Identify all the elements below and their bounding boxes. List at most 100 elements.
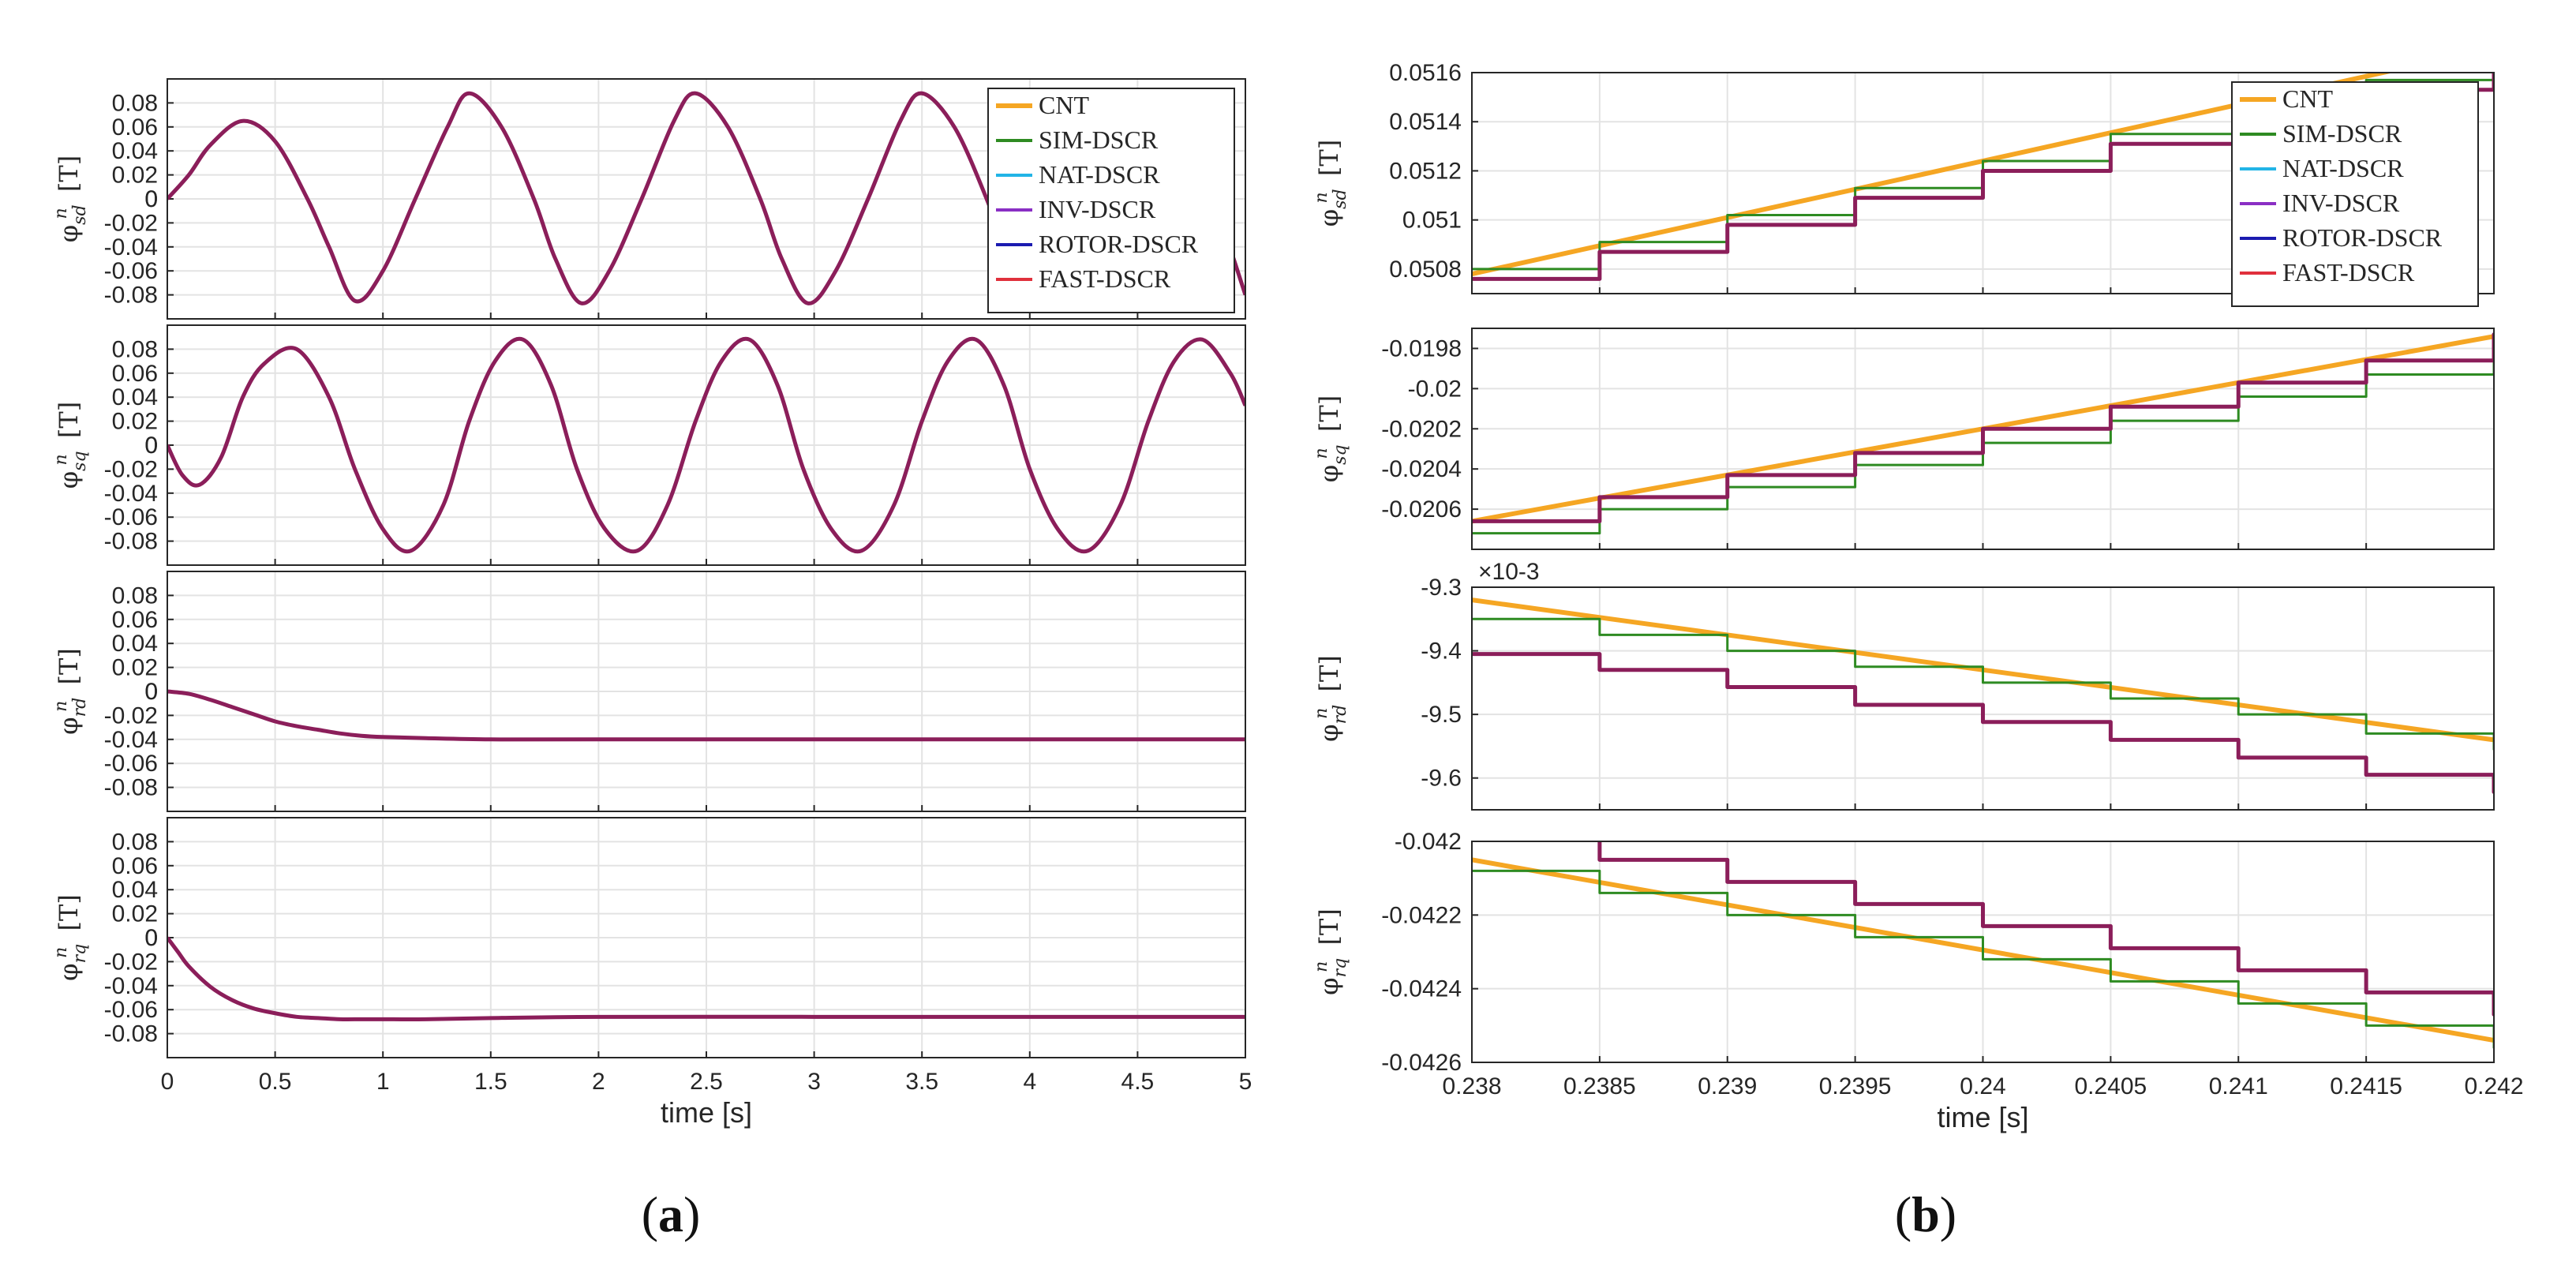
ytick-label: 0.06 xyxy=(112,114,158,140)
ylabel-4: φrqn [T] xyxy=(51,894,90,981)
ylabel-symbol: φ xyxy=(1314,977,1344,994)
series-group xyxy=(167,936,1245,1021)
ylabel-sup: n xyxy=(51,454,71,465)
ytick-label: -0.02 xyxy=(1408,376,1462,402)
subplot-a-4: -0.08-0.06-0.04-0.0200.020.040.060.080φr… xyxy=(51,817,1252,1129)
ylabel-1: φsdn [T] xyxy=(1312,140,1350,227)
ytick-label: -0.08 xyxy=(104,775,158,801)
ytick-label: -0.06 xyxy=(104,504,158,530)
ytick-label: -0.04 xyxy=(104,973,158,999)
legend-label-cnt: CNT xyxy=(2282,84,2333,113)
legend-box xyxy=(2231,81,2479,307)
ytick-label: 0.02 xyxy=(112,655,158,681)
x-axis-label: time [s] xyxy=(661,1096,752,1129)
axes-box xyxy=(167,817,1246,1058)
ytick-label: -0.08 xyxy=(104,529,158,555)
ytick-label: 0.06 xyxy=(112,361,158,387)
ylabel-unit: [T] xyxy=(1314,140,1344,184)
series-line-all-methods-overlapping- xyxy=(167,336,1245,554)
legend-label-nat-dscr: NAT-DSCR xyxy=(2282,154,2404,182)
ytick-label: -0.0202 xyxy=(1381,416,1462,442)
ylabel-sub: rd xyxy=(1331,705,1350,725)
ylabel-symbol: φ xyxy=(54,225,84,242)
x-axis-label: time [s] xyxy=(1937,1101,2028,1133)
ytick-label: -0.06 xyxy=(104,751,158,777)
panel-a: -0.08-0.06-0.04-0.0200.020.040.060.080φs… xyxy=(51,78,1252,1129)
xtick-label: 5 xyxy=(1239,1069,1252,1095)
ylabel-sub: rd xyxy=(70,698,90,717)
ylabel-sub: rq xyxy=(70,944,90,964)
y-exponent-label: ×10-3 xyxy=(1478,559,1540,585)
ylabel-symbol: φ xyxy=(54,963,84,980)
ytick-label: -0.0426 xyxy=(1381,1050,1462,1076)
ylabel-sup: n xyxy=(51,947,71,958)
ylabel-unit: [T] xyxy=(54,648,84,692)
ylabel-symbol: φ xyxy=(54,717,84,734)
ylabel-sub: sd xyxy=(70,204,90,224)
ytick-label: 0.04 xyxy=(112,877,158,903)
ytick-label: 0.08 xyxy=(112,829,158,855)
legend-label-inv-dscr: INV-DSCR xyxy=(1039,195,1156,223)
ytick-label: -9.5 xyxy=(1421,702,1462,728)
series-group xyxy=(1472,597,2494,794)
ytick-label: 0 xyxy=(144,433,158,459)
ytick-label: 0.02 xyxy=(112,409,158,435)
ytick-label: -0.0422 xyxy=(1381,902,1462,928)
ytick-label: -0.0206 xyxy=(1381,496,1462,523)
ylabel-unit: [T] xyxy=(54,894,84,938)
ytick-label: 0.06 xyxy=(112,607,158,633)
legend-label-sim-dscr: SIM-DSCR xyxy=(2282,119,2402,148)
ylabel-unit: [T] xyxy=(1314,655,1344,699)
legend-a: CNT SIM-DSCR NAT-DSCR INV-DSCR ROTOR-DSCR FAS… xyxy=(987,88,1235,313)
ylabel-sub: sd xyxy=(1331,189,1350,208)
ytick-label: -9.6 xyxy=(1421,766,1462,792)
ytick-label: -0.0204 xyxy=(1381,456,1462,482)
xtick-label: 1 xyxy=(376,1069,390,1095)
ylabel-unit: [T] xyxy=(1314,395,1344,440)
series-group xyxy=(1472,332,2494,535)
ytick-label: -0.042 xyxy=(1395,829,1462,855)
ylabel-symbol: φ xyxy=(1314,724,1344,741)
axes-box xyxy=(1471,328,2495,550)
axes-box xyxy=(1471,586,2495,811)
ytick-label: 0.08 xyxy=(112,90,158,116)
ytick-label: 0 xyxy=(144,186,158,212)
caption-b: (b) xyxy=(1895,1186,1956,1242)
ytick-label: 0.04 xyxy=(112,138,158,164)
xtick-label: 0.2415 xyxy=(2330,1073,2402,1099)
legend-label-rotor-dscr: ROTOR-DSCR xyxy=(1039,230,1199,258)
legend-label-inv-dscr: INV-DSCR xyxy=(2282,189,2400,217)
ytick-label: 0.08 xyxy=(112,582,158,609)
ytick-label: -0.0424 xyxy=(1381,976,1462,1002)
series-line-inv-dscr xyxy=(1472,332,2494,523)
xtick-label: 0.2385 xyxy=(1563,1073,1636,1099)
ytick-label: 0.051 xyxy=(1402,208,1462,234)
ytick-label: -0.08 xyxy=(104,1021,158,1047)
series-line-sim-dscr xyxy=(1472,869,2494,1049)
ylabel-unit: [T] xyxy=(54,402,84,446)
ytick-label: 0.0512 xyxy=(1389,158,1462,184)
ylabel-sup: n xyxy=(51,701,71,712)
ylabel-symbol: φ xyxy=(1314,465,1344,482)
ytick-label: -0.0198 xyxy=(1381,335,1462,361)
ytick-label: -0.08 xyxy=(104,283,158,309)
xtick-label: 4.5 xyxy=(1121,1069,1155,1095)
axes-box xyxy=(167,78,1246,320)
ytick-label: 0.02 xyxy=(112,163,158,189)
ytick-label: -0.04 xyxy=(104,234,158,260)
ylabel-4: φrqn [T] xyxy=(1312,908,1350,995)
legend-label-sim-dscr: SIM-DSCR xyxy=(1039,125,1159,154)
ytick-label: 0.04 xyxy=(112,384,158,410)
xtick-label: 0.5 xyxy=(259,1069,292,1095)
legend-label-fast-dscr: FAST-DSCR xyxy=(2282,258,2415,287)
ytick-label: 0.0514 xyxy=(1389,109,1462,135)
ylabel-sup: n xyxy=(1312,708,1331,719)
series-line-sim-dscr xyxy=(1472,351,2494,535)
ytick-label: -9.3 xyxy=(1421,575,1462,601)
legend-box xyxy=(987,88,1235,313)
ytick-label: 0 xyxy=(144,186,158,212)
xtick-label: 3 xyxy=(807,1069,821,1095)
series-line-all-methods-overlapping- xyxy=(167,936,1245,1021)
